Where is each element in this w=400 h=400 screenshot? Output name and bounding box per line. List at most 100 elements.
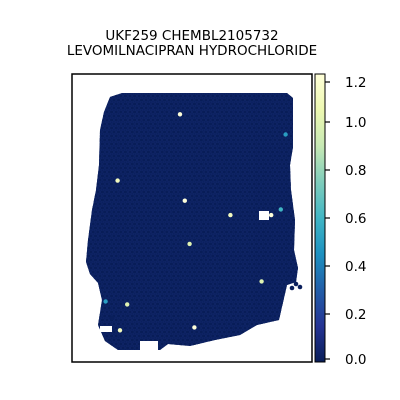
tissue-spot [167,313,172,319]
tissue-spot [176,249,181,255]
tissue-spot [130,233,135,239]
tissue-spot [265,237,271,243]
tissue-spot [275,117,280,123]
tissue-spot [196,261,202,267]
tissue-spot [219,109,225,115]
tissue-spot [213,161,218,167]
tissue-spot [192,117,197,123]
tissue-spot [160,301,165,307]
tissue-spot [173,245,179,251]
tissue-spot [162,225,167,231]
tissue-spot [206,253,211,259]
tissue-spot [162,297,167,303]
tissue-spot [125,337,130,343]
tissue-spot [226,233,231,239]
tissue-spot [127,205,133,211]
tissue-spot [249,121,254,127]
tissue-spot [238,109,243,115]
tissue-spot [109,269,114,275]
tissue-spot [254,241,259,247]
tissue-spot [178,181,183,187]
tissue-spot [107,257,112,263]
tissue-spot [162,273,167,279]
tissue-spot [167,113,172,119]
tissue-spot [100,317,105,323]
tissue-spot [265,173,271,179]
tissue-spot [217,145,222,151]
tissue-spot [259,113,264,119]
highlight-spot [228,212,233,218]
tissue-spot [173,269,179,275]
tissue-spot [167,337,172,343]
tissue-spot [141,301,146,307]
tissue-spot [118,117,123,123]
tissue-spot [263,177,268,183]
tissue-spot [160,333,165,339]
tissue-spot [137,197,142,203]
tissue-spot [139,153,144,159]
tissue-spot [226,105,231,111]
tissue-spot [215,205,220,211]
tissue-spot [236,297,241,303]
tissue-spot [256,205,261,211]
tissue-spot [222,233,227,239]
tissue-spot [178,293,183,299]
tissue-spot [123,285,128,291]
tissue-spot [240,321,245,327]
tissue-spot [125,281,130,287]
tissue-spot [222,305,227,311]
tissue-spot [180,329,185,335]
tissue-spot [238,197,243,203]
tissue-spot [196,309,202,315]
tissue-spot [288,125,294,131]
tissue-spot [291,273,296,279]
tissue-spot [192,213,197,219]
tissue-spot [104,133,110,139]
tissue-spot [201,237,206,243]
tissue-spot [121,161,126,167]
tissue-spot [109,309,114,315]
tissue-spot [144,257,149,263]
tissue-spot [275,157,280,163]
tissue-spot [107,273,112,279]
tissue-spot [167,185,172,191]
tissue-spot [121,281,126,287]
tissue-spot [286,113,291,119]
tissue-spot [157,265,162,271]
tissue-spot [167,153,172,159]
tissue-spot [288,277,294,283]
tissue-spot [279,245,284,251]
tissue-spot [183,189,188,195]
tissue-spot [109,213,114,219]
tissue-spot [286,265,291,271]
tissue-spot [199,233,204,239]
tissue-spot [173,221,179,227]
tissue-spot [245,265,250,271]
tissue-spot [162,201,167,207]
tissue-spot [192,93,197,99]
tissue-spot [167,201,172,207]
tissue-spot [229,125,234,131]
tissue-spot [153,145,158,151]
tissue-spot [187,125,192,131]
tissue-spot [233,125,238,131]
tissue-spot [224,149,229,155]
tissue-spot [185,161,190,167]
tissue-spot [132,309,137,315]
tissue-spot [178,285,183,291]
tissue-spot [229,309,234,315]
tissue-spot [259,297,264,303]
tissue-spot [116,321,121,327]
tissue-spot [219,221,225,227]
tissue-spot [210,165,215,171]
tissue-spot [217,169,222,175]
tissue-spot [146,125,151,131]
tissue-spot [194,241,199,247]
tissue-spot [183,181,188,187]
tissue-spot [279,253,284,259]
tissue-spot [265,125,271,131]
tissue-spot [114,165,119,171]
tissue-spot [132,285,137,291]
tissue-spot [183,341,188,347]
tissue-spot [164,261,169,267]
